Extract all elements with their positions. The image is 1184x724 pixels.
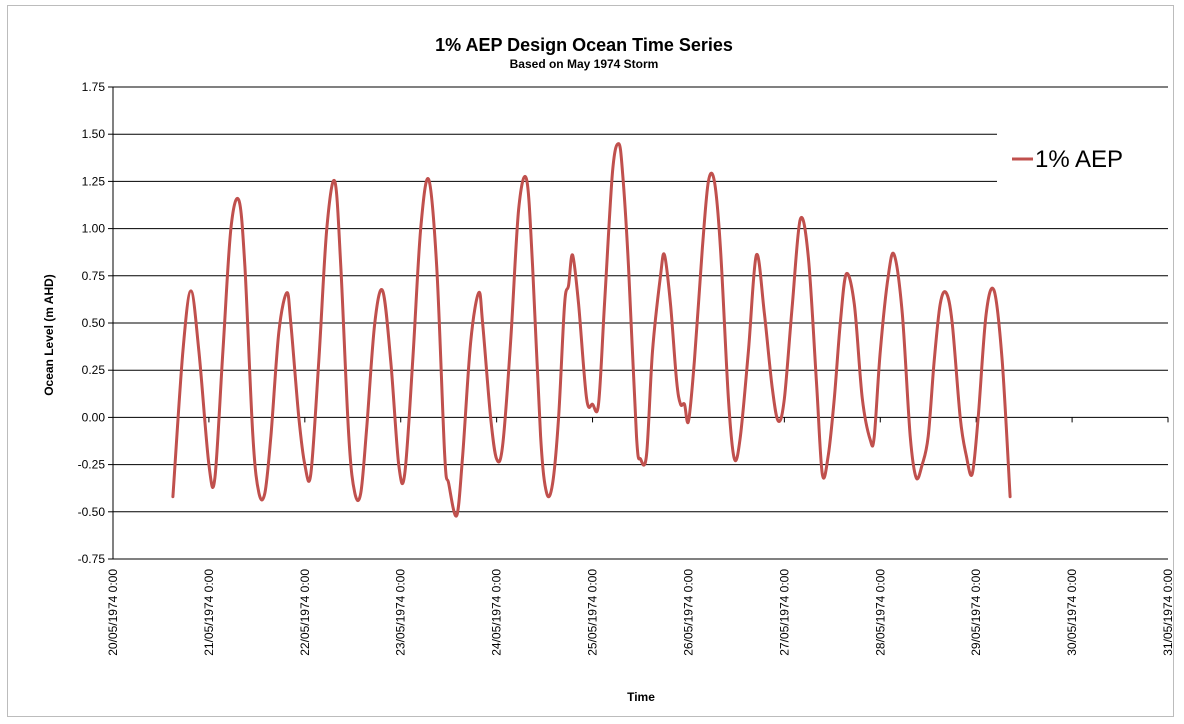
x-tick-label: 27/05/1974 0:00 xyxy=(777,569,791,656)
x-tick-label: 31/05/1974 0:00 xyxy=(1161,569,1173,656)
grid-layer xyxy=(113,86,1168,560)
chart-frame: 1% AEP Design Ocean Time Series Based on… xyxy=(7,5,1174,717)
y-tick-label: -0.25 xyxy=(78,458,106,472)
y-tick-label: 0.25 xyxy=(82,363,106,377)
y-tick-label: 1.75 xyxy=(82,80,106,94)
y-tick-label: 1.25 xyxy=(82,174,106,188)
x-tick-label: 25/05/1974 0:00 xyxy=(586,569,600,656)
chart-subtitle: Based on May 1974 Storm xyxy=(510,57,659,71)
x-tick-label: 24/05/1974 0:00 xyxy=(490,569,504,656)
series-line-0 xyxy=(171,142,1012,518)
x-tick-label: 30/05/1974 0:00 xyxy=(1065,569,1079,656)
chart-title: 1% AEP Design Ocean Time Series xyxy=(435,35,733,55)
x-tick-label: 21/05/1974 0:00 xyxy=(202,569,216,656)
series-layer xyxy=(171,142,1012,518)
axis-layer: -0.75 -0.50 -0.25 0.00 0.25 0.50 0.75 1.00 1.25 1… xyxy=(78,80,1173,656)
y-tick-label: 0.50 xyxy=(82,316,106,330)
x-tick-label: 29/05/1974 0:00 xyxy=(969,569,983,656)
y-tick-label: 0.75 xyxy=(82,269,106,283)
y-tick-label: -0.75 xyxy=(78,552,106,566)
legend-label: 1% AEP xyxy=(1035,146,1123,173)
y-tick-label: 0.00 xyxy=(82,410,106,424)
y-axis-title: Ocean Level (m AHD) xyxy=(42,274,56,396)
y-tick-label: 1.50 xyxy=(82,127,106,141)
y-tick-label: 1.00 xyxy=(82,222,106,236)
x-tick-label: 23/05/1974 0:00 xyxy=(394,569,408,656)
x-tick-label: 20/05/1974 0:00 xyxy=(106,569,120,656)
x-axis-title: Time xyxy=(627,690,655,704)
chart-svg: 1% AEP Design Ocean Time Series Based on… xyxy=(42,35,1173,704)
x-tick-label: 28/05/1974 0:00 xyxy=(873,569,887,656)
x-tick-label: 22/05/1974 0:00 xyxy=(298,569,312,656)
y-tick-label: -0.50 xyxy=(78,505,106,519)
x-tick-label: 26/05/1974 0:00 xyxy=(681,569,695,656)
